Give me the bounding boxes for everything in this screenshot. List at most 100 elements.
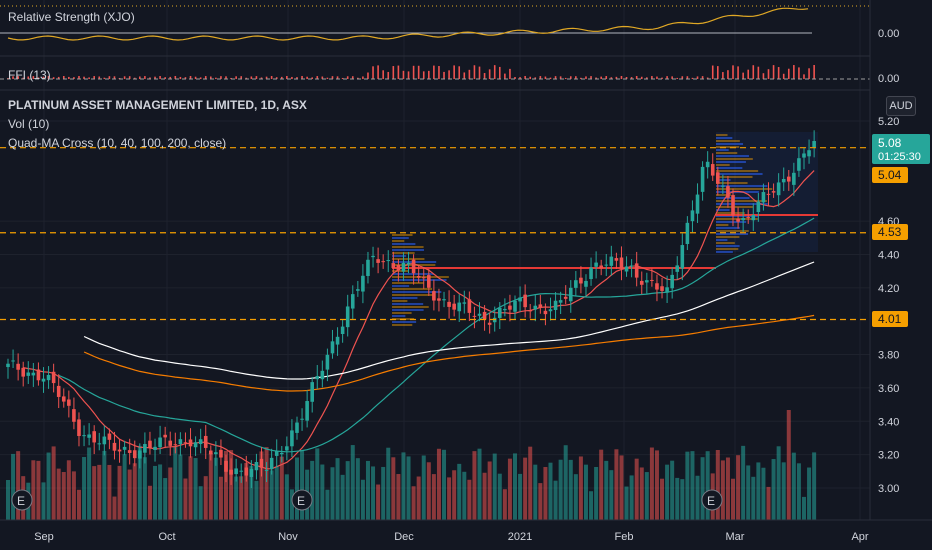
ffi-bar bbox=[133, 77, 136, 79]
candle-body bbox=[741, 218, 745, 221]
profile-row bbox=[392, 246, 424, 248]
ffi-bar bbox=[757, 66, 760, 79]
profile-row bbox=[716, 227, 740, 229]
ffi-bar bbox=[62, 76, 65, 79]
ffi-bar bbox=[640, 76, 643, 79]
candle-body bbox=[366, 259, 370, 276]
profile-row bbox=[392, 285, 410, 287]
rs-title[interactable]: Relative Strength (XJO) bbox=[8, 10, 135, 24]
profile-row bbox=[716, 221, 747, 223]
candle-body bbox=[543, 310, 548, 315]
candle-body bbox=[594, 262, 598, 267]
candle-body bbox=[421, 277, 426, 279]
ffi-bar bbox=[646, 77, 648, 79]
volume-bar bbox=[300, 450, 305, 520]
candle-body bbox=[497, 307, 502, 318]
candle-body bbox=[477, 313, 482, 316]
ffi-bar bbox=[590, 76, 592, 79]
svg-text:E: E bbox=[297, 494, 305, 508]
profile-row bbox=[716, 137, 733, 139]
candle-body bbox=[797, 158, 801, 171]
price-tick: 3.40 bbox=[878, 416, 899, 428]
profile-row bbox=[392, 243, 416, 245]
ffi-bar bbox=[478, 66, 481, 79]
candle-body bbox=[386, 260, 391, 262]
ffi-bar bbox=[37, 77, 40, 79]
candle-body bbox=[589, 267, 593, 280]
candle-body bbox=[143, 444, 147, 453]
ffi-bar bbox=[78, 76, 80, 79]
candle-body bbox=[548, 309, 553, 312]
earnings-marker[interactable]: E bbox=[11, 489, 33, 511]
candle-body bbox=[487, 322, 492, 325]
profile-row bbox=[716, 248, 739, 250]
time-tick: Oct bbox=[158, 531, 175, 543]
ffi-bar bbox=[580, 77, 582, 79]
candle-body bbox=[254, 462, 259, 471]
earnings-marker[interactable]: E bbox=[291, 489, 313, 511]
profile-row bbox=[716, 185, 768, 187]
volume-bar bbox=[624, 486, 629, 520]
candle-body bbox=[214, 452, 218, 455]
profile-row bbox=[716, 161, 746, 163]
ffi-bar bbox=[407, 71, 410, 79]
profile-row bbox=[392, 234, 413, 236]
volume-bar bbox=[310, 460, 315, 520]
volume-bar bbox=[426, 462, 431, 520]
profile-row bbox=[716, 164, 730, 166]
profile-row bbox=[392, 273, 434, 275]
volume-bar bbox=[528, 446, 533, 520]
ffi-bar bbox=[372, 66, 374, 79]
ffi-bar bbox=[42, 76, 45, 79]
candle-body bbox=[568, 287, 573, 302]
profile-row bbox=[716, 146, 740, 148]
candle-body bbox=[148, 440, 152, 448]
ffi-bar bbox=[73, 77, 75, 79]
ffi-bar bbox=[93, 76, 95, 79]
candle-body bbox=[264, 469, 269, 471]
ffi-bar bbox=[575, 76, 577, 79]
ffi-bar bbox=[397, 65, 400, 79]
candle-body bbox=[229, 469, 233, 475]
earnings-marker[interactable]: E bbox=[701, 489, 723, 511]
ffi-title[interactable]: FFI (13) bbox=[8, 68, 51, 82]
profile-row bbox=[716, 242, 735, 244]
candle-body bbox=[437, 298, 441, 301]
ffi-bar bbox=[595, 77, 597, 79]
volume-bar bbox=[208, 452, 213, 520]
candle-body bbox=[300, 418, 304, 420]
rs-line bbox=[7, 7, 809, 41]
candle-body bbox=[462, 302, 467, 304]
symbol-title[interactable]: PLATINUM ASSET MANAGEMENT LIMITED, 1D, A… bbox=[8, 98, 307, 112]
ffi-bar bbox=[615, 76, 618, 79]
candle-body bbox=[16, 363, 20, 370]
volume-bar bbox=[725, 457, 730, 520]
ffi-bar bbox=[630, 77, 633, 79]
ffi-bar bbox=[798, 67, 800, 79]
volume-bar bbox=[411, 486, 416, 520]
ma-40-line bbox=[58, 217, 815, 453]
candle-body bbox=[244, 467, 249, 476]
candle-body bbox=[371, 255, 375, 258]
candle-body bbox=[812, 141, 816, 148]
ffi-bar bbox=[737, 66, 739, 79]
volume-bar bbox=[533, 464, 538, 520]
profile-row bbox=[392, 321, 417, 323]
vol-indicator-title[interactable]: Vol (10) bbox=[8, 117, 50, 131]
volume-bar bbox=[107, 464, 112, 520]
svg-text:4.01: 4.01 bbox=[878, 312, 902, 326]
currency-button[interactable]: AUD bbox=[886, 96, 916, 116]
volume-bar bbox=[87, 447, 92, 520]
time-axis[interactable]: Sep Oct Nov Dec 2021 Feb Mar Apr bbox=[34, 531, 869, 543]
volume-bar bbox=[436, 448, 441, 520]
profile-row bbox=[392, 315, 406, 317]
ma-indicator-title[interactable]: Quad-MA Cross (10, 40, 100, 200, close) bbox=[8, 136, 227, 150]
volume-bar bbox=[381, 466, 386, 520]
volume-bar bbox=[36, 460, 41, 520]
ma-100-line bbox=[83, 261, 815, 380]
profile-row bbox=[716, 251, 733, 253]
profile-row bbox=[392, 309, 424, 311]
price-axis[interactable]: 5.204.604.404.203.803.603.403.203.00 bbox=[878, 116, 899, 495]
candle-body bbox=[56, 385, 61, 397]
